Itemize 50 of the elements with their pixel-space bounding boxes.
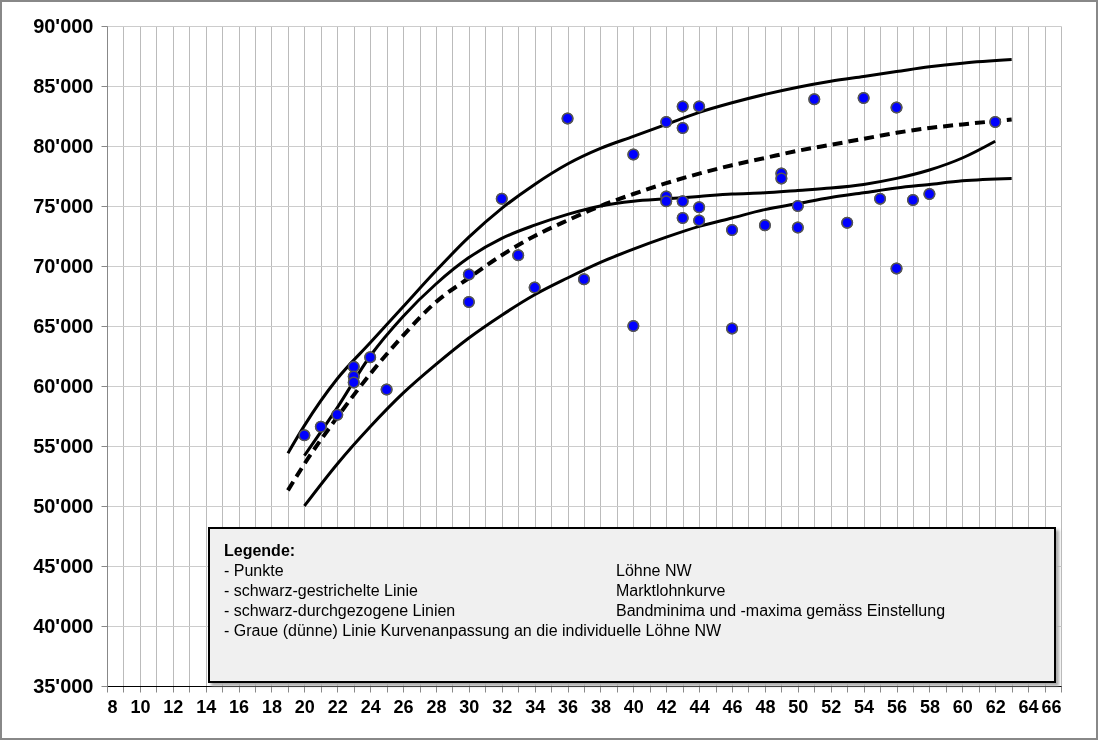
annotation: Marktlohnkurve xyxy=(616,581,726,601)
x-tick-label: 22 xyxy=(327,696,348,717)
x-tick-label: 54 xyxy=(854,696,875,717)
x-tick-label: 62 xyxy=(985,696,1006,717)
x-tick-label: 18 xyxy=(261,696,282,717)
annotation: Löhne NW xyxy=(616,561,692,581)
x-tick-label: 46 xyxy=(722,696,743,717)
x-tick-label: 40 xyxy=(623,696,644,717)
y-tick-label: 90'000 xyxy=(33,14,94,37)
x-tick-label: 58 xyxy=(919,696,940,717)
y-tick-label: 35'000 xyxy=(33,674,94,697)
y-tick-label: 65'000 xyxy=(33,314,94,337)
x-tick-label: 66 xyxy=(1041,696,1062,717)
x-tick-label: 56 xyxy=(887,696,908,717)
x-tick-label: 36 xyxy=(558,696,579,717)
annotation: Legende: xyxy=(224,541,296,561)
y-tick-label: 75'000 xyxy=(33,194,94,217)
y-tick-label: 50'000 xyxy=(33,494,94,517)
y-tick-label: 70'000 xyxy=(33,254,94,277)
x-tick-label: 12 xyxy=(163,696,184,717)
y-tick-label: 80'000 xyxy=(33,134,94,157)
x-tick-label: 26 xyxy=(393,696,414,717)
x-tick-label: 16 xyxy=(229,696,250,717)
annotation: - schwarz-durchgezogene Linien xyxy=(224,601,457,621)
x-tick-label: 60 xyxy=(952,696,973,717)
x-tick-label: 24 xyxy=(360,696,381,717)
annotation: Bandminima und -maxima gemäss Einstellung xyxy=(616,601,946,621)
x-tick-label: 38 xyxy=(590,696,611,717)
x-tick-label: 8 xyxy=(107,696,118,717)
x-tick-label: 32 xyxy=(492,696,513,717)
y-tick-label: 55'000 xyxy=(33,434,94,457)
y-tick-label: 45'000 xyxy=(33,554,94,577)
y-tick-label: 60'000 xyxy=(33,374,94,397)
annotation: - Graue (dünne) Linie Kurvenanpassung an die individuelle Löhne NW xyxy=(224,621,722,641)
x-tick-label: 42 xyxy=(656,696,677,717)
x-tick-label: 10 xyxy=(130,696,151,717)
y-tick-label: 85'000 xyxy=(33,74,94,97)
annotation: - Punkte xyxy=(224,561,285,581)
x-tick-label: 30 xyxy=(459,696,480,717)
y-tick-label: 40'000 xyxy=(33,614,94,637)
x-tick-label: 64 xyxy=(1018,696,1039,717)
x-tick-label: 34 xyxy=(525,696,546,717)
x-tick-label: 48 xyxy=(755,696,776,717)
annotation: - schwarz-gestrichelte Linie xyxy=(224,581,419,601)
x-tick-label: 14 xyxy=(196,696,217,717)
x-tick-label: 50 xyxy=(788,696,809,717)
x-tick-label: 52 xyxy=(821,696,842,717)
x-tick-label: 20 xyxy=(294,696,315,717)
x-tick-label: 28 xyxy=(426,696,447,717)
x-tick-label: 44 xyxy=(689,696,710,717)
